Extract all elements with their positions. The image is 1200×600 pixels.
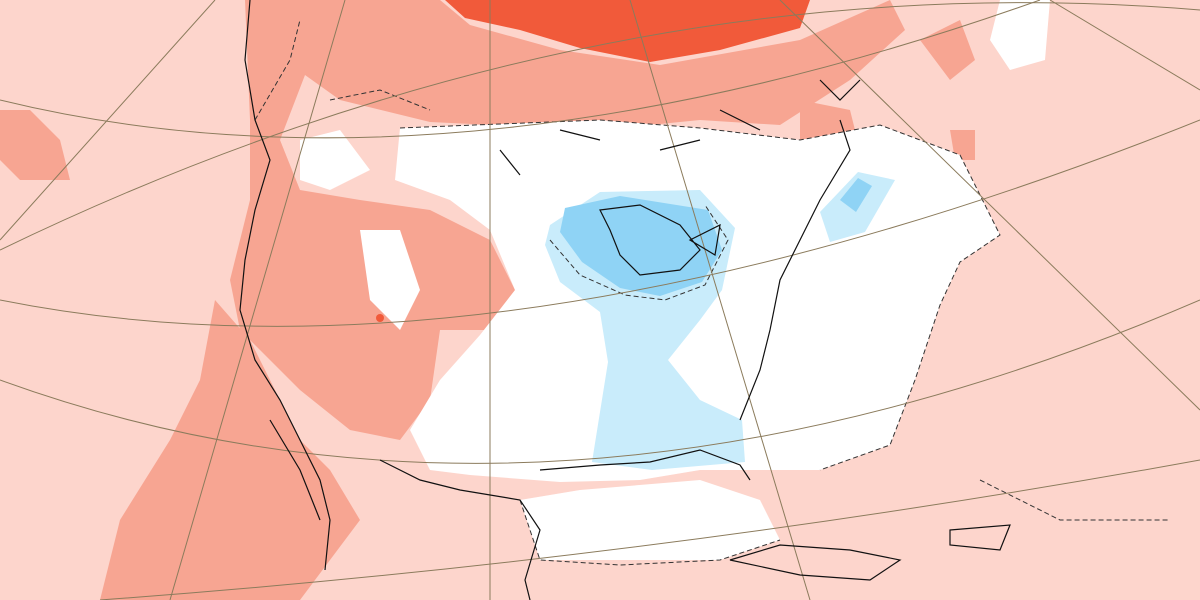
graticule bbox=[0, 0, 216, 241]
strong-warm-spot bbox=[376, 314, 384, 322]
strong-warm-region bbox=[445, 0, 810, 62]
coastline bbox=[729, 524, 1011, 581]
warm-region bbox=[100, 300, 360, 600]
cold-region bbox=[560, 196, 722, 296]
neutral-region bbox=[520, 480, 780, 560]
coastline bbox=[239, 0, 331, 571]
neutral-region bbox=[300, 0, 1050, 330]
graticule bbox=[169, 0, 346, 600]
graticule bbox=[0, 119, 1200, 327]
cold-region bbox=[840, 178, 872, 212]
graticule bbox=[99, 459, 1200, 600]
graticule bbox=[0, 0, 1041, 139]
coastline bbox=[539, 119, 851, 481]
warm-region bbox=[230, 0, 905, 440]
contour-line bbox=[549, 204, 729, 301]
great-lakes bbox=[599, 204, 721, 276]
coastline bbox=[499, 79, 861, 176]
graticule bbox=[0, 299, 1200, 464]
graticule bbox=[779, 0, 1200, 411]
warm-region bbox=[0, 110, 70, 180]
graticule bbox=[1049, 0, 1200, 91]
warm-region bbox=[800, 20, 975, 160]
graticule bbox=[629, 0, 811, 600]
contour-line bbox=[254, 19, 431, 121]
contour-line bbox=[519, 479, 1170, 566]
coastline bbox=[269, 419, 541, 600]
graticule bbox=[0, 2, 1200, 251]
